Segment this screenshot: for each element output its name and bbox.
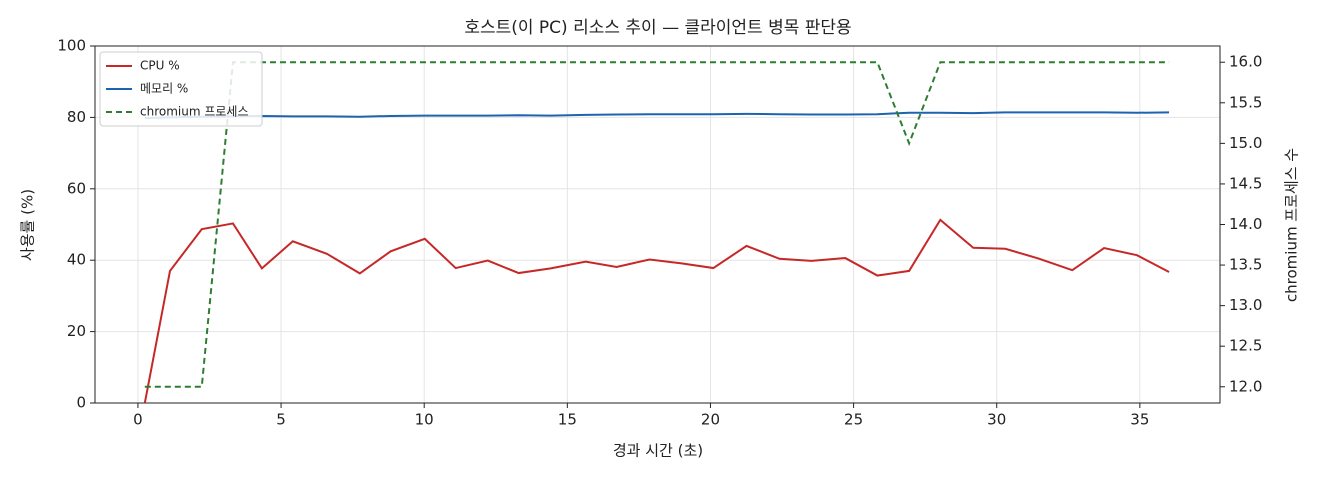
y2-tick-label: 12.0	[1229, 377, 1262, 395]
x-tick-label: 30	[987, 411, 1006, 429]
y-axis-label: 사용률 (%)	[19, 189, 37, 261]
x-tick-label: 0	[133, 411, 143, 429]
legend-box	[99, 51, 263, 127]
x-axis-label: 경과 시간 (초)	[613, 442, 703, 460]
y-tick-label: 0	[76, 394, 86, 412]
x-tick-label: 25	[844, 411, 863, 429]
legend-label: CPU %	[140, 59, 180, 73]
y-tick-label: 60	[67, 179, 86, 197]
y2-axis-label: chromium 프로세스 수	[1283, 148, 1301, 302]
legend: CPU % 메모리 % chromium 프로세스	[99, 51, 263, 127]
y-tick-label: 100	[57, 37, 86, 55]
y2-tick-label: 15.0	[1229, 134, 1262, 152]
y2-tick-label: 14.0	[1229, 215, 1262, 233]
x-tick-label: 20	[701, 411, 720, 429]
series-line	[143, 218, 1170, 404]
x-tick-label: 5	[276, 411, 286, 429]
y-tick-label: 40	[67, 251, 86, 269]
series-line	[144, 61, 1170, 388]
x-tick-label: 10	[415, 411, 434, 429]
plot-frame	[94, 45, 1221, 404]
x-tick-label: 15	[558, 411, 577, 429]
y2-tick-label: 14.5	[1229, 174, 1262, 192]
y-tick-label: 80	[67, 108, 86, 126]
y-tick-label: 20	[67, 322, 86, 340]
y2-tick-label: 13.5	[1229, 256, 1262, 274]
y2-tick-label: 13.0	[1229, 296, 1262, 314]
y2-tick-label: 15.5	[1229, 93, 1262, 111]
x-tick-label: 35	[1130, 411, 1149, 429]
chart-title: 호스트(이 PC) 리소스 추이 — 클라이언트 병목 판단용	[464, 18, 851, 38]
legend-label: chromium 프로세스	[140, 105, 249, 119]
y2-tick-label: 16.0	[1229, 53, 1262, 71]
legend-label: 메모리 %	[140, 82, 188, 96]
series-line	[144, 111, 1170, 120]
y2-tick-label: 12.5	[1229, 337, 1262, 355]
